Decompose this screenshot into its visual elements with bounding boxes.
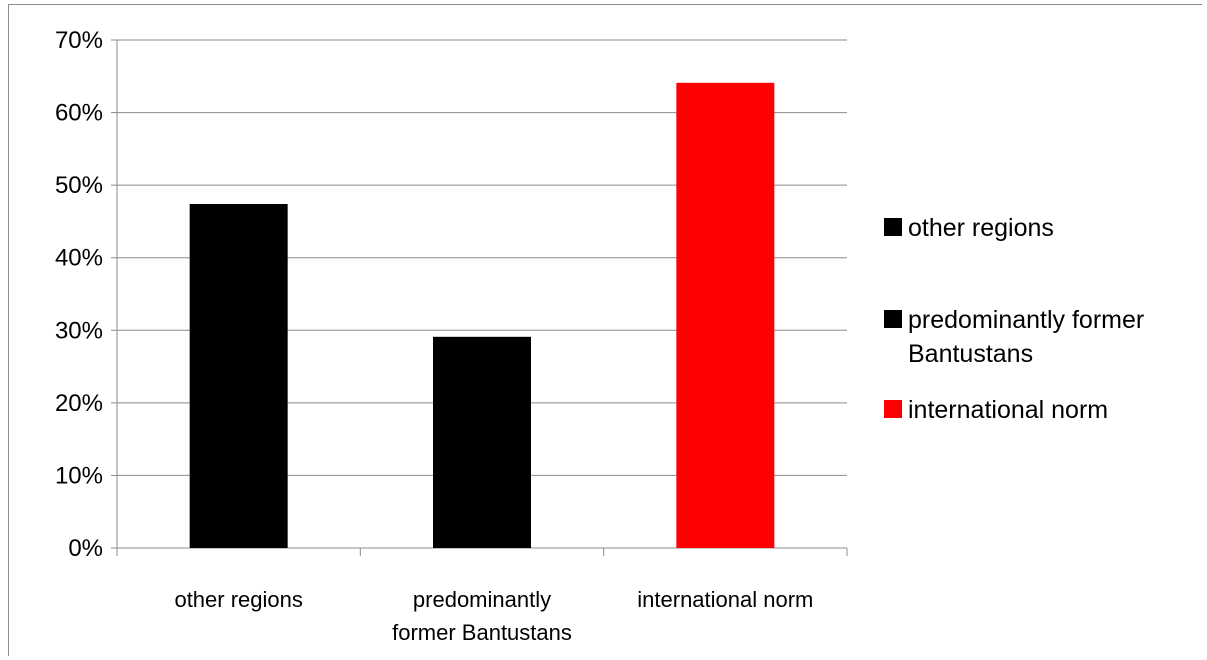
x-category-label: other regions [174,587,302,612]
bar-other-regions [189,204,288,549]
x-category-label: predominantly [413,587,551,612]
legend-label: Bantustans [908,340,1033,368]
y-tick-label: 20% [55,390,103,417]
legend-swatch [884,310,902,328]
legend: other regions predominantly former Bantust… [884,214,1144,424]
y-tick-label: 40% [55,245,103,272]
y-tick-label: 60% [55,100,103,127]
legend-swatch [884,218,902,236]
y-tick-label: 30% [55,317,103,344]
y-tick-label: 70% [55,27,103,54]
y-tick-label: 50% [55,172,103,199]
y-tick-label: 10% [55,462,103,489]
x-category-labels: other regions predominantly former Bantust… [174,587,813,645]
legend-label: other regions [908,214,1054,242]
legend-swatch [884,400,902,418]
y-tick-labels: 0% 10% 20% 30% 40% 50% 60% 70% [55,27,103,562]
chart-frame [8,4,1202,656]
bar-predominantly-former-bantustans [433,336,531,548]
y-tick-label: 0% [68,535,103,562]
bar-international-norm [676,82,775,549]
legend-label: international norm [908,396,1108,424]
bars [189,82,775,549]
x-category-label: international norm [637,587,813,612]
x-category-label: former Bantustans [392,620,572,645]
legend-label: predominantly former [908,306,1144,334]
